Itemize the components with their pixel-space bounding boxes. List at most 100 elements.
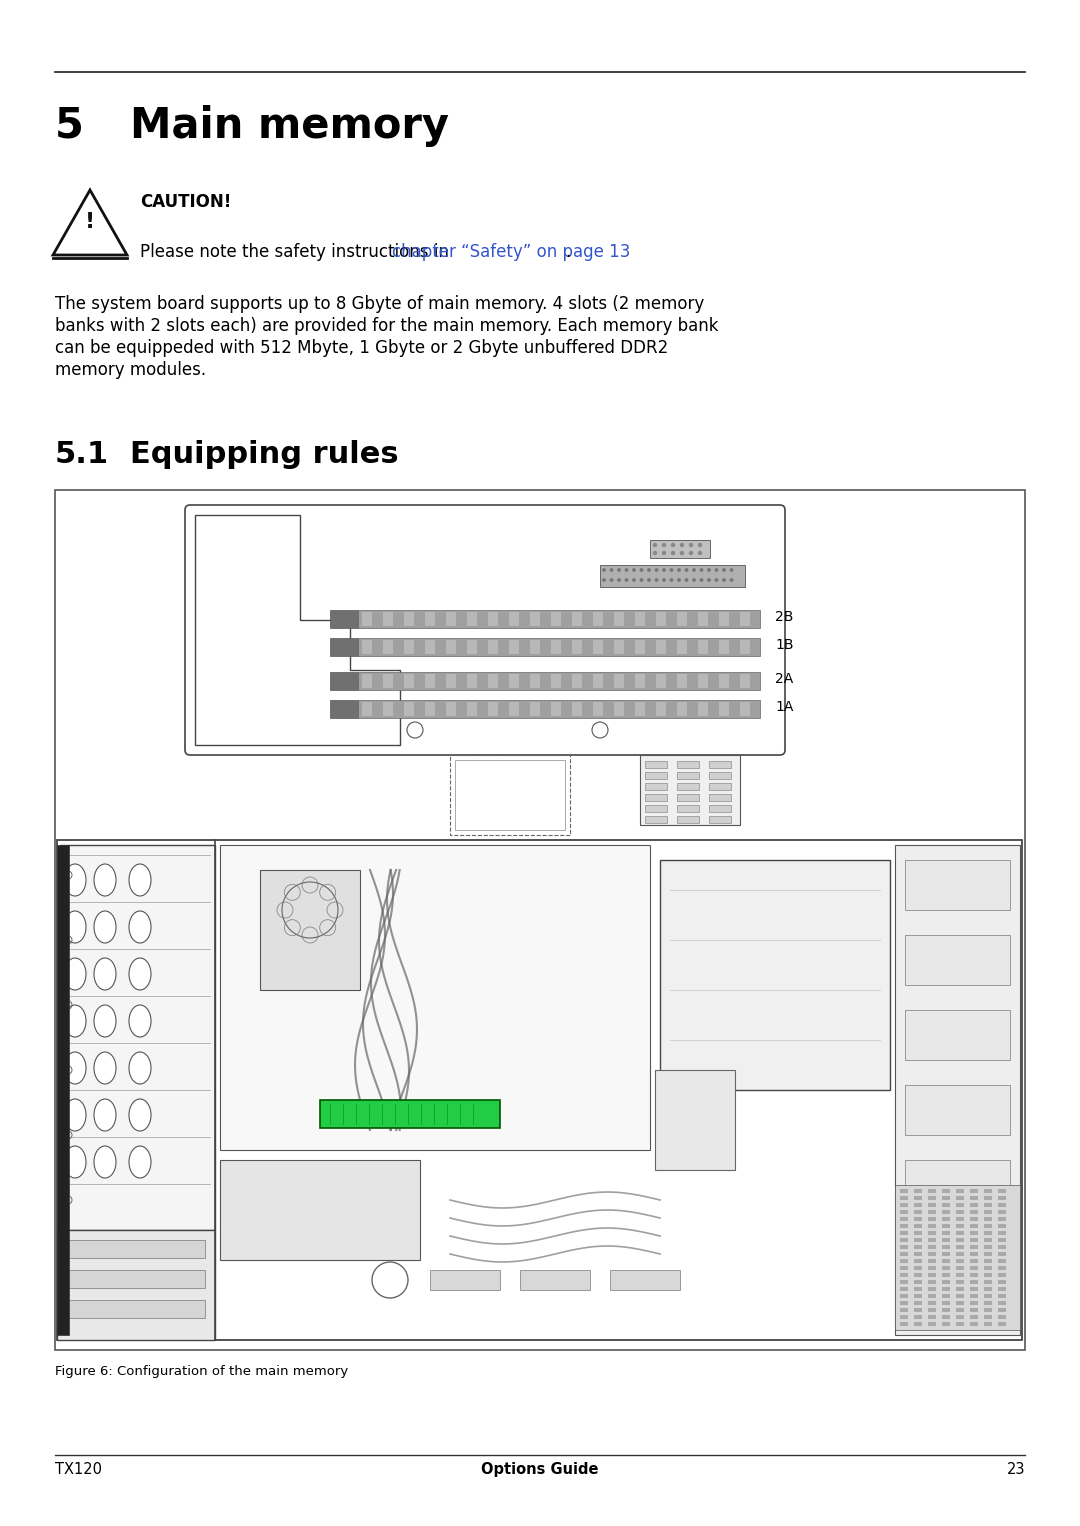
Bar — [900, 1251, 908, 1256]
Bar — [530, 674, 540, 688]
Bar — [942, 1302, 950, 1305]
Bar — [998, 1308, 1005, 1312]
Bar — [600, 565, 745, 588]
Bar — [60, 845, 215, 1230]
Bar — [446, 674, 456, 688]
Bar — [362, 639, 372, 655]
Bar — [998, 1196, 1005, 1199]
Ellipse shape — [129, 1146, 151, 1178]
Bar — [998, 1245, 1005, 1248]
Bar — [942, 1267, 950, 1270]
Bar — [740, 639, 750, 655]
Bar — [914, 1308, 922, 1312]
Text: 2B: 2B — [775, 610, 794, 624]
Bar — [362, 674, 372, 688]
Bar — [67, 1300, 205, 1318]
Bar — [320, 1100, 500, 1128]
Bar — [467, 702, 477, 716]
Bar — [942, 1189, 950, 1193]
Bar — [984, 1294, 993, 1299]
Bar — [914, 1251, 922, 1256]
Circle shape — [610, 578, 612, 581]
Bar — [450, 755, 570, 835]
Circle shape — [618, 578, 620, 581]
Bar — [984, 1322, 993, 1326]
Bar — [956, 1251, 964, 1256]
Bar — [426, 702, 435, 716]
Text: Options Guide: Options Guide — [482, 1462, 598, 1477]
Ellipse shape — [64, 1006, 86, 1038]
Circle shape — [715, 569, 718, 571]
Bar — [956, 1202, 964, 1207]
Text: 5.1: 5.1 — [55, 439, 109, 468]
Text: memory modules.: memory modules. — [55, 362, 206, 378]
Bar — [404, 639, 414, 655]
Bar — [984, 1224, 993, 1228]
Ellipse shape — [94, 1099, 116, 1131]
Bar — [740, 612, 750, 626]
Bar — [942, 1231, 950, 1235]
Circle shape — [662, 551, 665, 554]
Bar — [404, 674, 414, 688]
Bar — [446, 639, 456, 655]
Bar — [984, 1189, 993, 1193]
Bar — [998, 1251, 1005, 1256]
Circle shape — [680, 551, 684, 554]
Bar — [984, 1280, 993, 1283]
Bar — [998, 1294, 1005, 1299]
Bar — [677, 612, 687, 626]
Bar — [998, 1267, 1005, 1270]
Bar — [956, 1196, 964, 1199]
Text: can be equippeded with 512 Mbyte, 1 Gbyte or 2 Gbyte unbuffered DDR2: can be equippeded with 512 Mbyte, 1 Gbyt… — [55, 339, 669, 357]
Bar — [220, 845, 650, 1151]
Bar — [719, 674, 729, 688]
Bar — [467, 639, 477, 655]
Bar — [698, 674, 708, 688]
Bar — [467, 674, 477, 688]
Bar — [984, 1286, 993, 1291]
Bar — [998, 1189, 1005, 1193]
Bar — [615, 612, 624, 626]
Bar — [956, 1245, 964, 1248]
Bar — [956, 1322, 964, 1326]
Bar — [942, 1196, 950, 1199]
Bar — [708, 761, 731, 768]
Bar — [509, 612, 519, 626]
Bar — [740, 674, 750, 688]
Bar — [430, 1270, 500, 1289]
Bar — [330, 671, 357, 690]
Bar — [984, 1308, 993, 1312]
Bar — [998, 1224, 1005, 1228]
Bar — [67, 1270, 205, 1288]
Bar — [55, 490, 1025, 1351]
Bar — [914, 1189, 922, 1193]
Ellipse shape — [129, 958, 151, 990]
Bar — [956, 1224, 964, 1228]
Bar — [970, 1238, 978, 1242]
Ellipse shape — [64, 958, 86, 990]
Bar — [572, 639, 582, 655]
Circle shape — [700, 578, 703, 581]
Bar — [928, 1251, 936, 1256]
Bar — [698, 702, 708, 716]
Bar — [635, 612, 645, 626]
Bar — [635, 639, 645, 655]
Bar — [905, 861, 1010, 909]
Bar — [970, 1210, 978, 1215]
Ellipse shape — [64, 1051, 86, 1083]
Bar — [970, 1231, 978, 1235]
Text: chapter “Safety” on page 13: chapter “Safety” on page 13 — [392, 243, 630, 261]
Bar — [984, 1245, 993, 1248]
Bar — [615, 639, 624, 655]
Circle shape — [618, 569, 620, 571]
Bar — [656, 639, 666, 655]
Bar — [970, 1294, 978, 1299]
Text: 5: 5 — [55, 105, 84, 146]
Bar — [914, 1315, 922, 1318]
Bar — [900, 1189, 908, 1193]
Bar — [900, 1280, 908, 1283]
Bar — [942, 1315, 950, 1318]
Circle shape — [686, 569, 688, 571]
Bar — [593, 702, 603, 716]
Bar — [970, 1245, 978, 1248]
